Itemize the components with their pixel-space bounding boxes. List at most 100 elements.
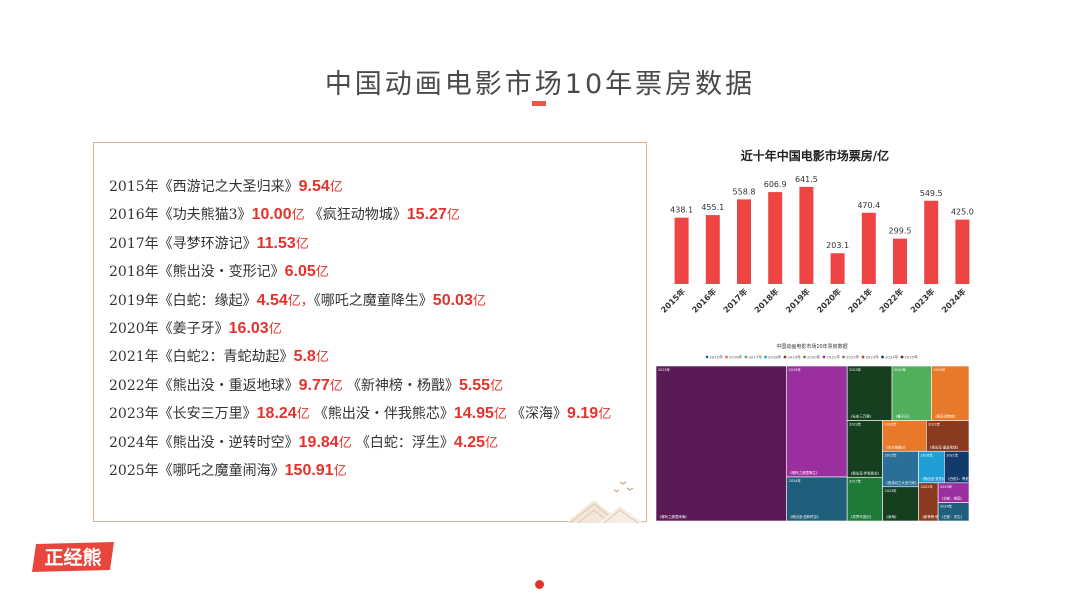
amount-unit: 亿: [295, 236, 309, 252]
legend-label: 2016年: [729, 355, 743, 360]
logo: 正经熊: [32, 542, 114, 572]
treemap-cell-label: 《深海》: [885, 514, 899, 519]
bar: [893, 238, 907, 284]
treemap-cell-year: 2021年: [946, 452, 959, 457]
logo-text: 正经熊: [44, 546, 101, 569]
legend-label: 2017年: [749, 355, 763, 360]
bar: [861, 212, 876, 284]
film-name: 《白蛇：缘起》: [158, 292, 257, 309]
treemap-cell-year: 2023年: [849, 422, 862, 427]
legend-marker: [744, 355, 748, 359]
legend-label: 2020年: [807, 355, 821, 360]
legend-marker: [783, 355, 787, 359]
amount-unit: 亿: [493, 407, 507, 423]
bar-value-label: 470.4: [857, 201, 880, 210]
treemap-cell: [882, 420, 927, 452]
amount-unit: 亿: [268, 321, 282, 337]
treemap-cell: [786, 476, 848, 522]
bird-icon: [619, 481, 627, 485]
amount-unit: 亿: [315, 350, 329, 366]
amount-unit: 亿: [329, 378, 343, 394]
film-name: 《寻梦环游记》: [158, 235, 257, 252]
legend-label: 2018年: [768, 355, 782, 360]
treemap-cell: [786, 365, 848, 478]
treemap-cell: [931, 365, 970, 421]
bar-value-label: 549.5: [920, 189, 943, 198]
treemap-cell-label: 《寻梦环游记》: [849, 514, 873, 519]
film-name: 《白蛇2：青蛇劫起》: [158, 349, 294, 366]
treemap-cell-year: 2022年: [928, 422, 941, 427]
treemap-cell-label: 《熊出没·逆转时空》: [789, 514, 821, 519]
amount-unit: 亿: [598, 407, 612, 423]
x-tick-label: 2015年: [659, 286, 687, 314]
title-underline: [532, 101, 546, 106]
legend-label: 2024年: [885, 355, 899, 360]
box-office-amount: 4.54: [256, 291, 288, 309]
year-label: 2019年: [109, 292, 159, 309]
treemap-cell-label: 《白蛇：浮生》: [940, 514, 964, 519]
box-office-amount: 18.24: [256, 405, 297, 423]
film-name: 《功夫熊猫3》: [158, 207, 252, 224]
film-name: 《熊出没・逆转时空》: [158, 434, 299, 451]
bar-value-label: 641.5: [795, 175, 818, 184]
treemap-cell: [655, 365, 787, 522]
treemap-cell-year: 2020年: [894, 367, 907, 372]
treemap-cell: [944, 450, 970, 484]
year-label: 2022年: [109, 377, 159, 394]
legend-label: 2023年: [866, 355, 880, 360]
box-office-amount: 10.00: [251, 206, 292, 224]
mountain-ridge: [603, 509, 639, 523]
legend-label: 2021年: [827, 355, 841, 360]
logo-badge: [32, 542, 114, 572]
bar-value-label: 425.0: [951, 208, 974, 217]
treemap-cell-year: 2016年: [885, 422, 898, 427]
box-office-amount: 11.53: [256, 234, 296, 252]
mountain-birds-decoration: [566, 481, 644, 523]
treemap-cell: [882, 486, 919, 522]
film-name: 《西游记之大圣归来》: [158, 179, 299, 195]
box-office-amount: 5.55: [458, 376, 491, 394]
bar-chart-title: 近十年中国电影市场票房/亿: [741, 148, 889, 163]
year-label: 2025年: [109, 462, 159, 479]
amount-unit: 亿: [329, 180, 343, 195]
treemap-cell-year: 2019年: [940, 484, 953, 489]
x-tick-label: 2022年: [877, 286, 905, 314]
treemap-cell-label: 《疯狂动物城》: [933, 414, 957, 419]
amount-unit: 亿，: [287, 293, 314, 309]
bar-value-label: 558.8: [733, 187, 756, 196]
bar: [768, 192, 783, 284]
film-name: 《长安三万里》: [158, 406, 257, 423]
bar-value-label: 606.9: [764, 180, 787, 189]
treemap-cell: [846, 476, 883, 522]
x-tick-label: 2016年: [690, 286, 718, 314]
legend-marker: [822, 355, 826, 359]
bar: [799, 186, 814, 284]
treemap-cell: [918, 450, 945, 484]
legend-label: 2019年: [788, 355, 802, 360]
treemap-cell-label: 《功夫熊猫3》: [885, 444, 908, 449]
list-item: 2018年《熊出没・变形记》6.05亿: [109, 258, 611, 286]
bar: [955, 219, 970, 284]
box-office-amount: 19.84: [298, 433, 339, 451]
bar: [737, 199, 751, 284]
bar: [674, 217, 689, 284]
treemap-cell-label: 《哪吒之魔童闹海》: [658, 514, 689, 519]
treemap-cell: [891, 365, 932, 421]
treemap-cell-label: 《白蛇：缘起》: [940, 496, 964, 501]
treemap-cell-year: 2017年: [849, 478, 862, 483]
amount-unit: 亿: [484, 435, 498, 451]
box-office-amount: 6.05: [284, 263, 316, 281]
pagination-dot[interactable]: [535, 580, 544, 589]
treemap-cell-label: 《新神榜·杨戬》: [921, 514, 946, 519]
year-label: 2018年: [109, 264, 159, 281]
box-office-amount: 15.27: [406, 206, 447, 224]
year-label: 2021年: [109, 349, 159, 366]
treemap-cell-year: 2025年: [658, 367, 671, 372]
x-tick-label: 2020年: [815, 286, 843, 314]
film-name: 《疯狂动物城》: [308, 207, 407, 224]
amount-unit: 亿: [472, 293, 486, 309]
bar-value-label: 203.1: [826, 241, 849, 250]
legend-marker: [881, 355, 884, 359]
treemap-cell-label: 《熊出没·重返地球》: [928, 444, 960, 449]
bar: [705, 215, 720, 284]
